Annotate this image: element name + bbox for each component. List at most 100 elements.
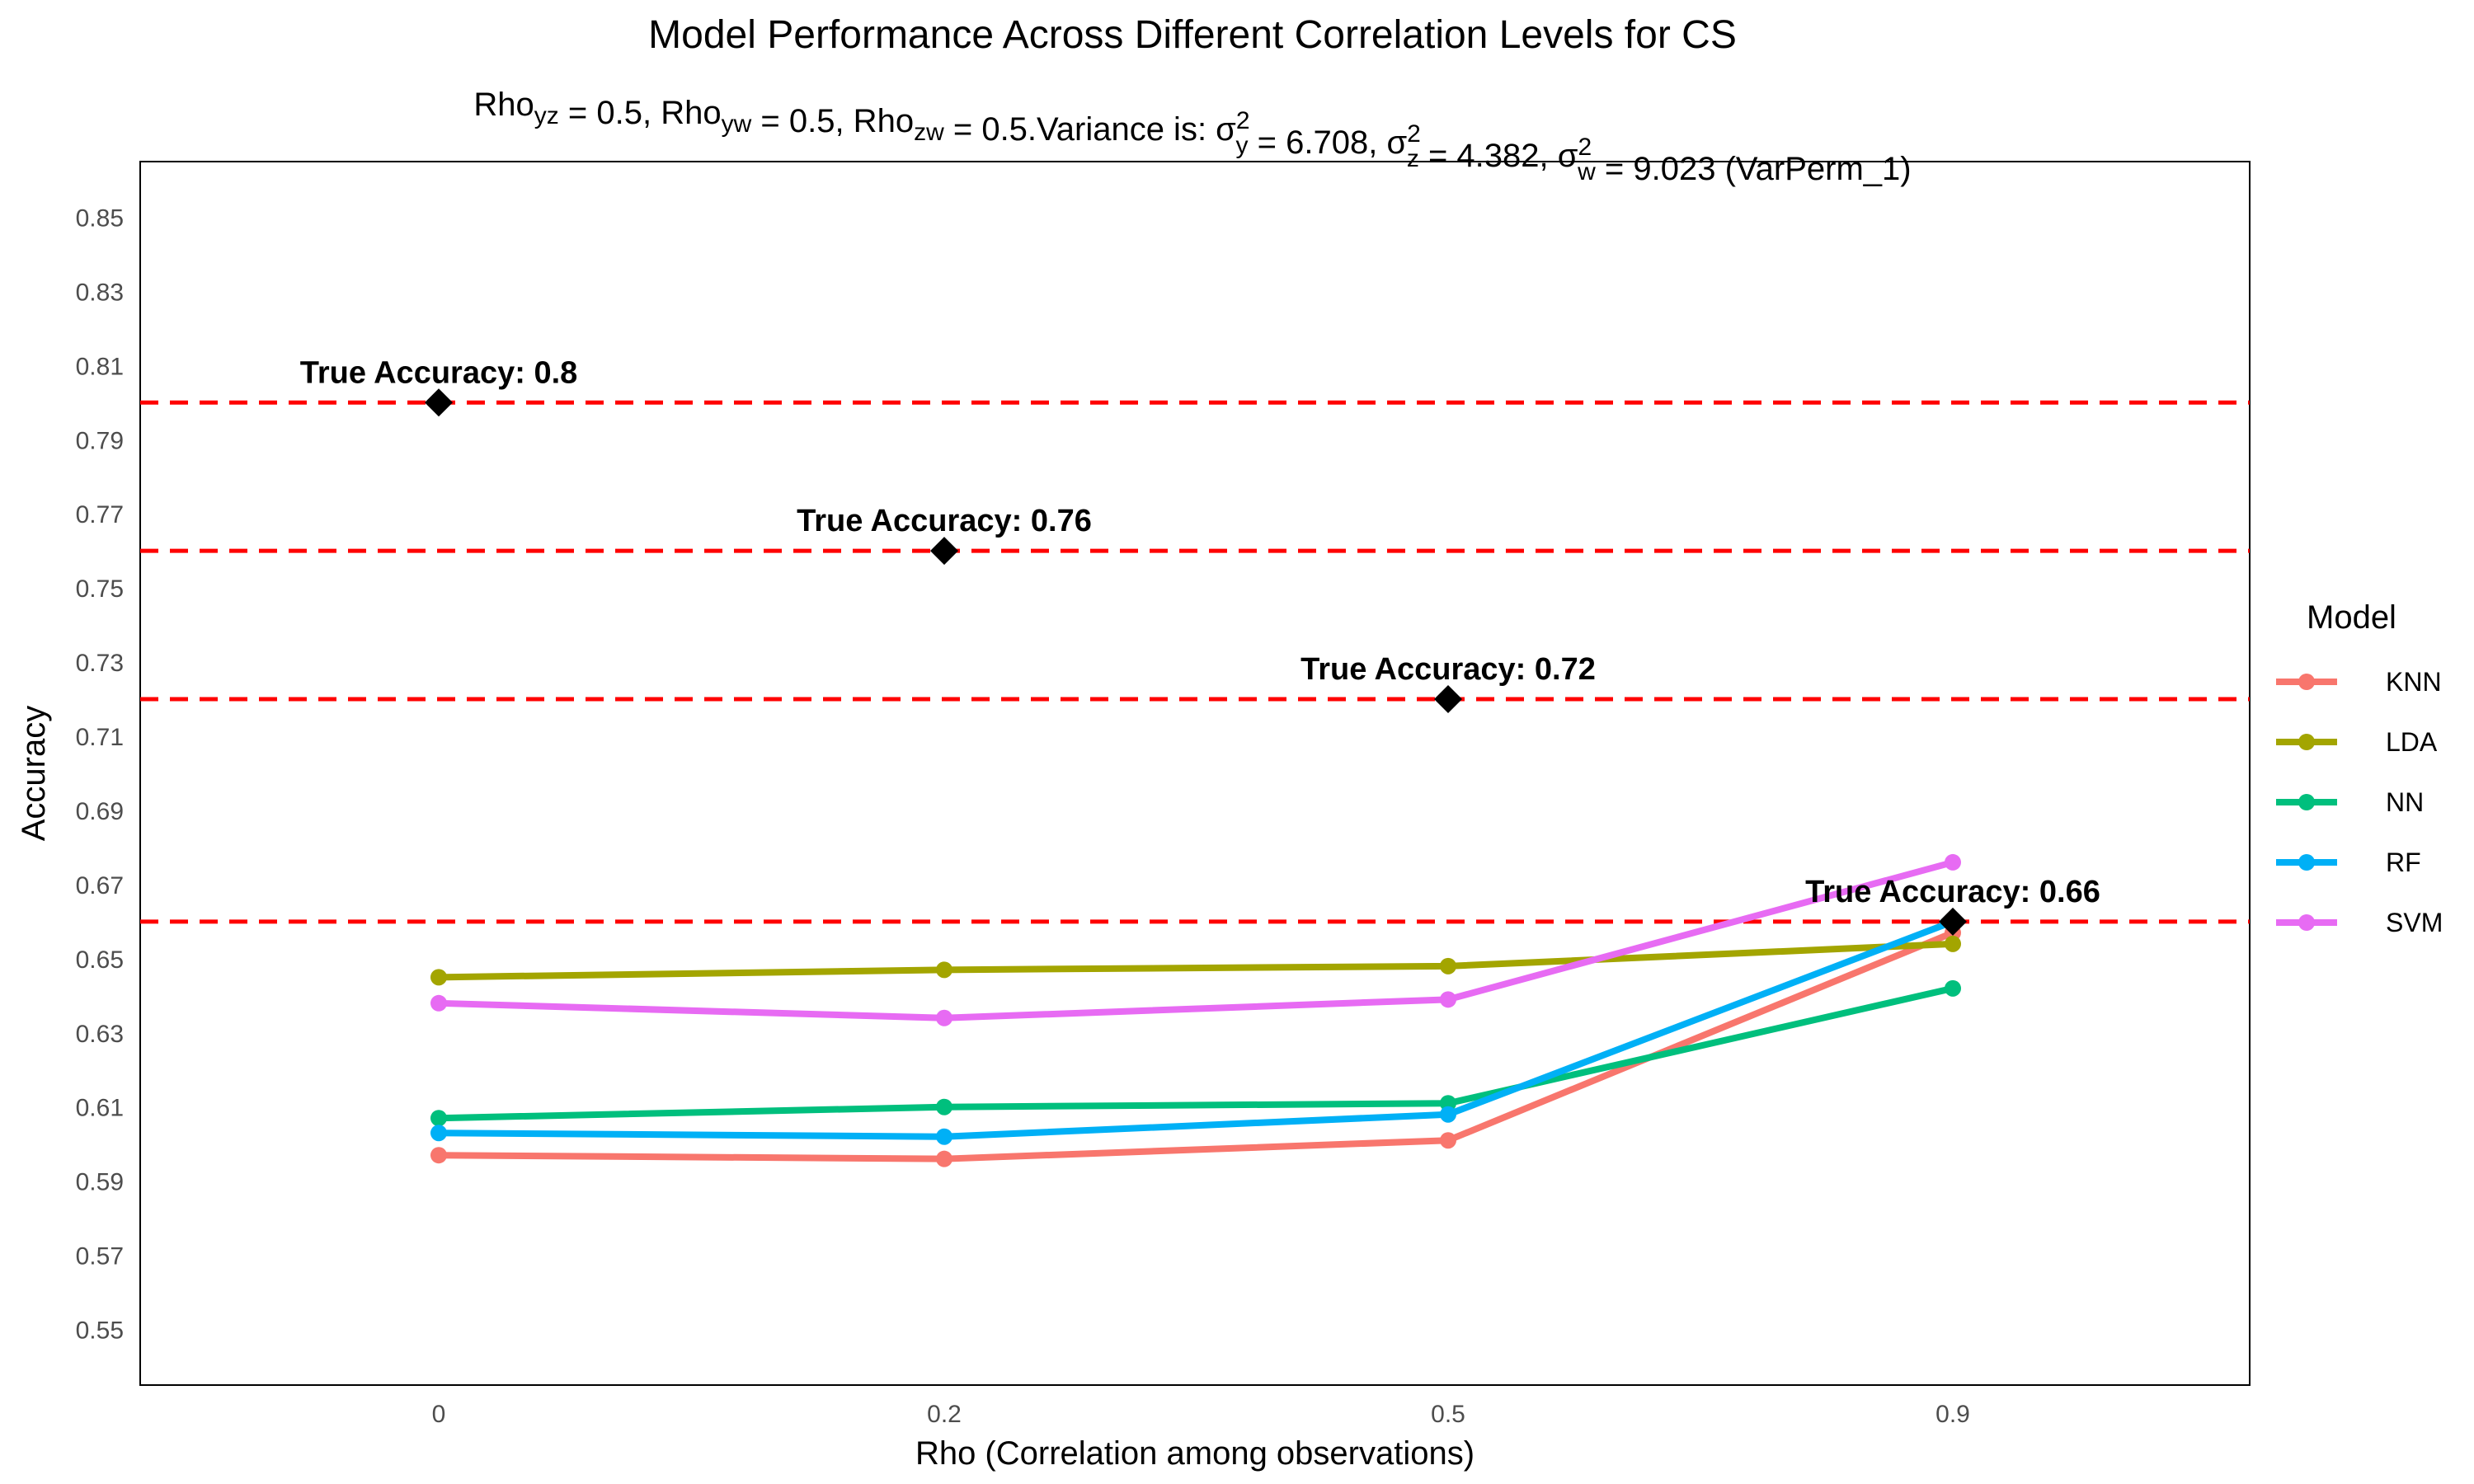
subtitle-subscript: w	[1577, 158, 1596, 186]
series-point	[936, 1150, 952, 1167]
subtitle-text: = 0.5.Variance is: σ	[944, 111, 1236, 148]
series-point	[430, 1110, 447, 1127]
subtitle-subscript: zw	[914, 119, 944, 146]
legend-swatch-point	[2298, 854, 2315, 871]
y-tick-label: 0.81	[76, 353, 124, 380]
y-tick-label: 0.71	[76, 724, 124, 751]
y-axis-title: Accuracy	[16, 706, 52, 842]
y-tick-label: 0.65	[76, 946, 124, 974]
series-point	[1945, 935, 1961, 952]
legend-item-nn: NN	[2276, 787, 2424, 817]
series-nn	[430, 979, 1961, 1127]
series-line	[435, 858, 1956, 1021]
subtitle-subscript: y	[1236, 132, 1249, 159]
true-accuracy-marker	[930, 537, 958, 566]
series-point	[430, 1125, 447, 1142]
series-point	[1440, 957, 1456, 974]
legend-item-svm: SVM	[2276, 908, 2443, 937]
y-tick-label: 0.57	[76, 1243, 124, 1270]
series-point	[1945, 853, 1961, 871]
subtitle-superscript: 2	[1236, 107, 1250, 134]
legend-swatch-point	[2298, 914, 2315, 931]
true-accuracy-marker	[1434, 685, 1462, 714]
legend-title: Model	[2307, 599, 2396, 636]
y-tick-label: 0.85	[76, 204, 124, 232]
subtitle-text: = 0.5, Rho	[751, 103, 914, 139]
legend-label: RF	[2386, 848, 2421, 877]
chart-title: Model Performance Across Different Corre…	[648, 13, 1737, 57]
legend-swatch-point	[2298, 734, 2315, 750]
legend-item-knn: KNN	[2276, 667, 2442, 697]
true-accuracy-annotations: True Accuracy: 0.8 True Accuracy: 0.76 Tru…	[300, 355, 2100, 936]
legend: Model KNN LDA NN RF SVM	[2276, 599, 2443, 937]
true-accuracy-reference-lines	[140, 400, 2250, 924]
true-accuracy-label: True Accuracy: 0.8	[300, 355, 578, 390]
series-knn	[430, 924, 1961, 1167]
x-tick-label: 0.5	[1431, 1401, 1465, 1428]
y-tick-label: 0.83	[76, 279, 124, 306]
series-point	[936, 961, 952, 979]
series-point	[430, 994, 447, 1012]
subtitle-superscript: 2	[1578, 134, 1592, 161]
series-point	[936, 1009, 952, 1026]
x-axis-title: Rho (Correlation among observations)	[915, 1435, 1475, 1472]
y-tick-label: 0.63	[76, 1021, 124, 1048]
series-lda	[430, 935, 1961, 986]
true-accuracy-marker	[1939, 907, 1967, 936]
legend-swatch-point	[2298, 674, 2315, 690]
subtitle-superscript: 2	[1407, 120, 1421, 148]
subtitle-text: = 4.382, σ	[1419, 138, 1578, 174]
chart-subtitle: Rhoyz = 0.5, Rhoyw = 0.5, Rhozw = 0.5.Va…	[473, 87, 1911, 187]
series-line	[435, 940, 1956, 981]
true-accuracy-label: True Accuracy: 0.66	[1805, 875, 2100, 909]
y-tick-label: 0.67	[76, 872, 124, 899]
subtitle-subscript: z	[1407, 145, 1419, 172]
y-tick-label: 0.59	[76, 1169, 124, 1196]
series-line	[435, 929, 1956, 1162]
true-accuracy-marker	[425, 388, 453, 417]
x-tick-label: 0.9	[1935, 1401, 1970, 1428]
series-layer	[430, 853, 1961, 1167]
x-axis-ticks: 0 0.2 0.5 0.9	[432, 1401, 1970, 1428]
legend-label: NN	[2386, 787, 2424, 817]
plot-panel-border	[139, 161, 2251, 1386]
x-tick-label: 0	[432, 1401, 446, 1428]
true-accuracy-label: True Accuracy: 0.72	[1300, 652, 1596, 687]
subtitle-subscript: yw	[722, 110, 752, 138]
y-tick-label: 0.61	[76, 1095, 124, 1122]
subtitle-text: = 9.023 (VarPerm_1)	[1596, 151, 1912, 187]
y-tick-label: 0.75	[76, 575, 124, 603]
true-accuracy-label: True Accuracy: 0.76	[797, 504, 1092, 538]
legend-label: LDA	[2386, 727, 2438, 757]
legend-items: KNN LDA NN RF SVM	[2276, 667, 2443, 937]
y-tick-label: 0.77	[76, 501, 124, 528]
y-axis-ticks: 0.55 0.57 0.59 0.61 0.63 0.65 0.67 0.69 0.71 0.73…	[76, 204, 124, 1344]
series-point	[936, 1128, 952, 1145]
legend-label: KNN	[2386, 667, 2442, 697]
y-tick-label: 0.73	[76, 650, 124, 677]
series-point	[430, 1147, 447, 1164]
series-line	[435, 918, 1956, 1140]
series-line	[435, 984, 1956, 1122]
legend-item-lda: LDA	[2276, 727, 2438, 757]
y-tick-label: 0.55	[76, 1317, 124, 1345]
series-point	[1440, 1106, 1456, 1123]
y-tick-label: 0.69	[76, 798, 124, 825]
legend-item-rf: RF	[2276, 848, 2421, 877]
legend-swatch-point	[2298, 794, 2315, 810]
subtitle-text: Rho	[473, 87, 534, 123]
series-point	[936, 1098, 952, 1115]
subtitle-text: = 0.5, Rho	[559, 95, 722, 131]
subtitle-text: = 6.708, σ	[1249, 124, 1408, 161]
series-point	[1440, 991, 1456, 1008]
series-svm	[430, 853, 1961, 1026]
series-point	[430, 969, 447, 986]
y-tick-label: 0.79	[76, 427, 124, 454]
legend-label: SVM	[2386, 908, 2443, 937]
x-tick-label: 0.2	[927, 1401, 962, 1428]
subtitle-subscript: yz	[534, 102, 559, 129]
series-point	[1945, 979, 1961, 997]
series-point	[1440, 1132, 1456, 1149]
